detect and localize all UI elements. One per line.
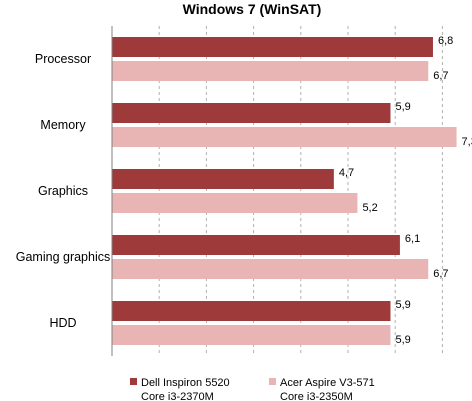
data-label: 7,3 (462, 136, 472, 148)
legend-label-line2: Core i3-2370M (141, 391, 214, 401)
data-label: 5,9 (395, 101, 410, 113)
category-label: Gaming graphics (16, 250, 111, 264)
bar (112, 301, 391, 321)
value-labels: 6,8 6,7 5,9 7,3 4,7 5,2 6,1 6,7 5,9 5,9 (339, 35, 472, 346)
bar (112, 127, 457, 147)
bar (112, 61, 429, 81)
bar (112, 325, 391, 345)
bar (112, 259, 429, 279)
data-label: 6,7 (433, 268, 448, 280)
legend-swatch (130, 378, 137, 385)
bar (112, 103, 391, 123)
data-label: 5,9 (395, 334, 410, 346)
legend: Dell Inspiron 5520 Core i3-2370M Acer Aspi… (130, 377, 375, 401)
category-label: Graphics (38, 184, 88, 198)
legend-swatch (269, 378, 276, 385)
bar (112, 235, 400, 255)
legend-label: Acer Aspire V3-571 (280, 377, 375, 389)
data-label: 5,2 (362, 202, 377, 214)
category-label: Processor (35, 52, 91, 66)
category-label: HDD (49, 316, 76, 330)
bar (112, 37, 433, 57)
category-label: Memory (40, 118, 86, 132)
legend-label-line2: Core i3-2350M (280, 391, 353, 401)
category-labels: Processor Memory Graphics Gaming graphics HD… (16, 52, 111, 330)
bar (112, 193, 358, 213)
data-label: 5,9 (395, 299, 410, 311)
data-label: 6,8 (438, 35, 453, 47)
bar (112, 169, 334, 189)
bars (112, 37, 457, 345)
chart-title: Windows 7 (WinSAT) (183, 1, 322, 17)
data-label: 4,7 (339, 167, 354, 179)
legend-label: Dell Inspiron 5520 (141, 377, 230, 389)
data-label: 6,7 (433, 70, 448, 82)
data-label: 6,1 (405, 233, 420, 245)
